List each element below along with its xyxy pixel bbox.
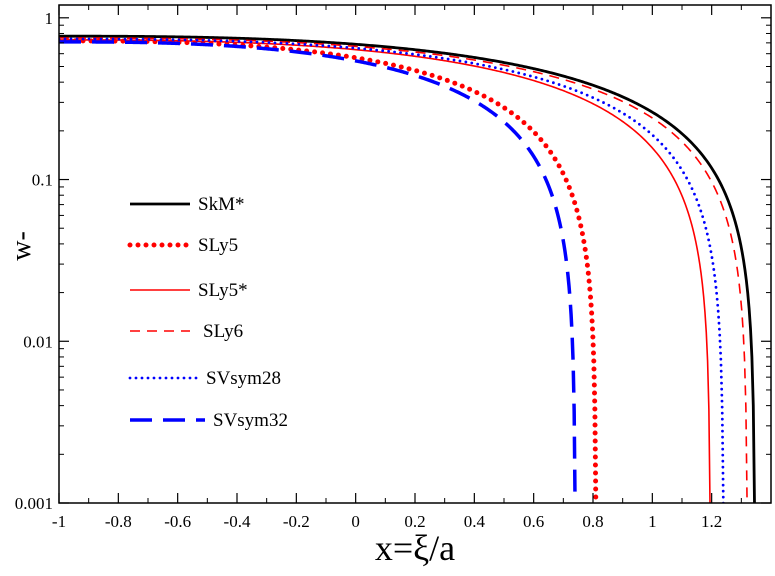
y-axis-title: w- — [6, 231, 37, 261]
series-line-skm-star — [59, 34, 756, 503]
x-tick-label: 0.6 — [523, 512, 544, 531]
y-axis: 0.001 0.01 0.1 1 — [15, 9, 771, 513]
y-tick-label: 0.01 — [23, 332, 53, 351]
legend-label-svsym28: SVsym28 — [206, 368, 281, 389]
x-axis: -1 -0.8 -0.6 -0.4 -0.2 0 0.2 0.4 0.6 0.8 1 1.2 — [52, 5, 742, 531]
x-tick-label: -0.4 — [224, 512, 251, 531]
x-tick-label: 0.2 — [404, 512, 425, 531]
series-line-sly6 — [59, 37, 748, 503]
x-tick-label: 0.8 — [582, 512, 603, 531]
x-axis-title: x=ξ/a — [375, 528, 455, 568]
legend: SkM* SLy5 SLy5* SLy6 SVsym28 SVsym32 — [127, 194, 288, 431]
x-tick-label: -0.8 — [105, 512, 132, 531]
x-tick-label: 1 — [648, 512, 657, 531]
y-tick-label: 0.001 — [15, 494, 53, 513]
series-line-svsym32 — [59, 40, 577, 503]
y-tick-label: 1 — [45, 9, 54, 28]
legend-label-skm-star: SkM* — [198, 194, 244, 215]
x-tick-label: -0.6 — [164, 512, 191, 531]
legend-label-sly5: SLy5 — [198, 235, 238, 256]
y-tick-label: 0.1 — [32, 171, 53, 190]
legend-label-sly5-star: SLy5* — [198, 280, 248, 301]
x-tick-label: -0.2 — [283, 512, 310, 531]
legend-label-svsym32: SVsym32 — [213, 410, 288, 431]
x-tick-label: 0.4 — [464, 512, 486, 531]
series-line-sly5 — [59, 38, 599, 503]
x-tick-label: 0 — [351, 512, 360, 531]
x-tick-label: -1 — [52, 512, 66, 531]
series-layer — [59, 34, 756, 503]
legend-label-sly6: SLy6 — [203, 321, 243, 342]
x-tick-label: 1.2 — [701, 512, 722, 531]
